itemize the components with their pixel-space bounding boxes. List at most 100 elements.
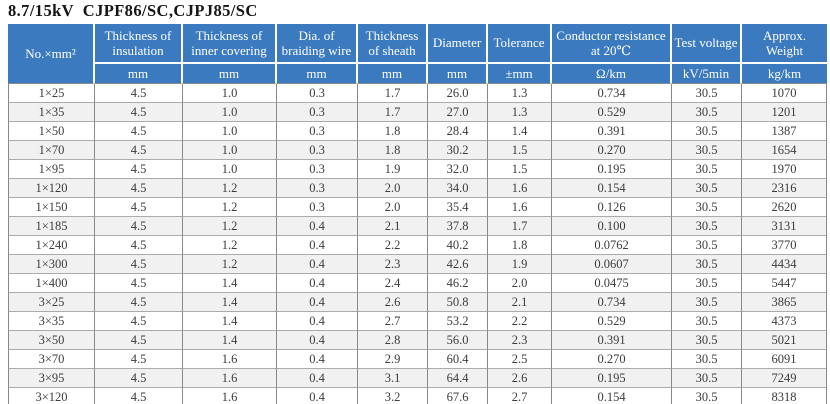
cell: 30.5	[672, 198, 742, 217]
cell: 2.0	[358, 179, 428, 198]
cell: 60.4	[428, 350, 488, 369]
cell: 0.4	[277, 312, 358, 331]
cell: 1201	[742, 103, 827, 122]
cell: 4.5	[95, 369, 183, 388]
cell: 1.6	[183, 369, 277, 388]
cell: 26.0	[428, 84, 488, 103]
cell: 1.0	[183, 122, 277, 141]
cell: 2.0	[488, 274, 552, 293]
column-header: Thickness of sheath	[358, 24, 428, 64]
cell: 1.7	[358, 103, 428, 122]
column-unit: mm	[95, 64, 183, 84]
cell: 0.0475	[552, 274, 672, 293]
page-title: 8.7/15kV CJPF86/SC,CJPJ85/SC	[8, 1, 258, 20]
column-unit: mm	[277, 64, 358, 84]
cell: 4.5	[95, 312, 183, 331]
cell: 4.5	[95, 179, 183, 198]
cell: 30.5	[672, 103, 742, 122]
cell: 8318	[742, 388, 827, 404]
cell: 1.5	[488, 141, 552, 160]
cell: 0.195	[552, 369, 672, 388]
column-unit: kV/5min	[672, 64, 742, 84]
cell: 3131	[742, 217, 827, 236]
cell: 1.4	[488, 122, 552, 141]
cell: 4434	[742, 255, 827, 274]
cell: 1.6	[183, 388, 277, 404]
cell: 2.2	[358, 236, 428, 255]
cell: 1.6	[488, 198, 552, 217]
header-unit-row: mm mm mm mm mm ±mm Ω/km kV/5min kg/km	[8, 64, 827, 84]
cell: 1.4	[183, 274, 277, 293]
cell: 2.3	[488, 331, 552, 350]
cell: 1654	[742, 141, 827, 160]
cell: 3.1	[358, 369, 428, 388]
row-header-cell: 1×185	[8, 217, 95, 236]
cell: 1387	[742, 122, 827, 141]
column-header: Tolerance	[488, 24, 552, 64]
table-body: 1×25 4.5 1.0 0.3 1.7 26.0 1.3 0.734 30.5 1070 1×35…	[8, 84, 827, 404]
cell: 2.1	[358, 217, 428, 236]
cell: 4.5	[95, 274, 183, 293]
cell: 64.4	[428, 369, 488, 388]
cell: 3770	[742, 236, 827, 255]
cell: 0.0762	[552, 236, 672, 255]
cell: 1.2	[183, 255, 277, 274]
column-header-size: No.×mm²	[8, 24, 95, 84]
cell: 1.0	[183, 84, 277, 103]
cell: 4.5	[95, 388, 183, 404]
table-row: 1×70 4.5 1.0 0.3 1.8 30.2 1.5 0.270 30.5 1654	[8, 141, 827, 160]
table-row: 1×50 4.5 1.0 0.3 1.8 28.4 1.4 0.391 30.5 1387	[8, 122, 827, 141]
cell: 30.5	[672, 369, 742, 388]
table-row: 3×95 4.5 1.6 0.4 3.1 64.4 2.6 0.195 30.5 7249	[8, 369, 827, 388]
cell: 2.8	[358, 331, 428, 350]
cell: 2.7	[358, 312, 428, 331]
cell: 0.734	[552, 84, 672, 103]
cell: 0.154	[552, 179, 672, 198]
cell: 2.9	[358, 350, 428, 369]
cell: 2.7	[488, 388, 552, 404]
row-header-cell: 1×300	[8, 255, 95, 274]
table-row: 3×35 4.5 1.4 0.4 2.7 53.2 2.2 0.529 30.5 4373	[8, 312, 827, 331]
cell: 0.4	[277, 369, 358, 388]
cell: 1.2	[183, 179, 277, 198]
cell: 32.0	[428, 160, 488, 179]
cell: 1.0	[183, 141, 277, 160]
cell: 0.529	[552, 312, 672, 331]
cell: 1970	[742, 160, 827, 179]
table-row: 1×185 4.5 1.2 0.4 2.1 37.8 1.7 0.100 30.5 3131	[8, 217, 827, 236]
cell: 4.5	[95, 331, 183, 350]
cell: 4.5	[95, 198, 183, 217]
cell: 1.3	[488, 84, 552, 103]
cell: 0.4	[277, 255, 358, 274]
cell: 1.8	[488, 236, 552, 255]
cell: 1.4	[183, 331, 277, 350]
cell: 2.0	[358, 198, 428, 217]
cell: 67.6	[428, 388, 488, 404]
cell: 28.4	[428, 122, 488, 141]
cell: 0.3	[277, 179, 358, 198]
cell: 4.5	[95, 217, 183, 236]
cell: 6091	[742, 350, 827, 369]
row-header-cell: 1×50	[8, 122, 95, 141]
table-header: No.×mm² Thickness of insulation Thickness …	[8, 24, 827, 84]
cell: 2620	[742, 198, 827, 217]
column-unit: Ω/km	[552, 64, 672, 84]
column-header: Approx. Weight	[742, 24, 827, 64]
table-row: 1×150 4.5 1.2 0.3 2.0 35.4 1.6 0.126 30.5 2620	[8, 198, 827, 217]
cell: 34.0	[428, 179, 488, 198]
row-header-cell: 3×70	[8, 350, 95, 369]
cell: 4.5	[95, 236, 183, 255]
cell: 0.3	[277, 103, 358, 122]
column-header: Diameter	[428, 24, 488, 64]
cell: 0.3	[277, 160, 358, 179]
cell: 30.5	[672, 293, 742, 312]
table-row: 3×25 4.5 1.4 0.4 2.6 50.8 2.1 0.734 30.5 3865	[8, 293, 827, 312]
cell: 4.5	[95, 122, 183, 141]
cell: 0.391	[552, 331, 672, 350]
cell: 0.391	[552, 122, 672, 141]
column-unit: mm	[358, 64, 428, 84]
cell: 0.126	[552, 198, 672, 217]
cell: 1.0	[183, 103, 277, 122]
cell: 1.9	[488, 255, 552, 274]
cell: 2316	[742, 179, 827, 198]
